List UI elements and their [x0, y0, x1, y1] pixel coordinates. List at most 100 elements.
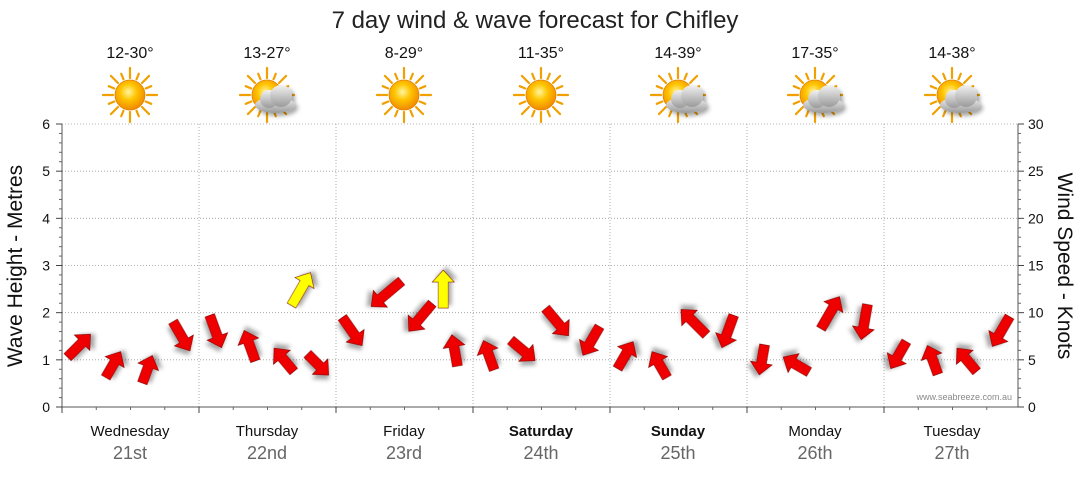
wind-arrow-shape [782, 353, 812, 377]
wind-arrow-shape [237, 330, 261, 364]
temperature-range-label: 13-27° [243, 45, 290, 62]
sun-ray [820, 72, 825, 81]
sun-ray [962, 74, 973, 85]
sun-ray [272, 72, 277, 81]
wind-arrow [920, 345, 943, 377]
wind-arrow-shape [680, 309, 711, 339]
sun-ray [657, 74, 668, 85]
sun-ray [381, 85, 390, 90]
wind-arrow-shape [851, 303, 875, 341]
watermark: www.seabreeze.com.au [915, 392, 1012, 402]
temperature-range-label: 14-39° [654, 45, 701, 62]
left-axis-label: Wave Height - Metres [4, 165, 27, 367]
sun-ray [942, 109, 947, 118]
partly-cloudy-icon [923, 66, 981, 124]
sun-ray [520, 105, 531, 116]
sun-rays [101, 66, 159, 124]
sun-ray [825, 74, 836, 85]
sun-ray [546, 109, 551, 118]
sun-ray [394, 109, 399, 118]
sun-ray [120, 72, 125, 81]
sun-ray [942, 72, 947, 81]
wind-arrow [204, 313, 229, 349]
sun-ray [794, 74, 805, 85]
sun-ray [794, 105, 805, 116]
wind-arrow-shape [407, 299, 437, 332]
left-tick-label: 3 [42, 258, 50, 274]
day-name-label: Thursday [236, 423, 299, 440]
wind-arrow-shape [337, 314, 365, 346]
sun-ray [257, 109, 262, 118]
sun-ray [518, 85, 527, 90]
gridlines [62, 123, 1018, 407]
wind-arrow [648, 351, 672, 381]
day-labels: Wednesday 21st Thursday 22nd Friday 23rd Satur… [91, 423, 981, 463]
sun-ray [383, 105, 394, 116]
wind-arrow [680, 309, 711, 339]
wind-arrow [578, 323, 605, 356]
day-date-label: 27th [934, 443, 969, 463]
left-tick-label: 4 [42, 210, 50, 226]
sun-ray [107, 100, 116, 105]
temperature-range-label: 17-35° [791, 45, 838, 62]
day-date-label: 25th [660, 443, 695, 463]
sun-disc [388, 79, 420, 111]
sun-ray [140, 74, 151, 85]
sun-ray [688, 74, 699, 85]
sunny-icon [101, 66, 159, 124]
right-tick-label: 30 [1028, 116, 1044, 132]
chart-title: 7 day wind & wave forecast for Chifley [332, 7, 739, 34]
sun-ray [805, 109, 810, 118]
sun-ray [144, 100, 153, 105]
wind-arrow-shape [988, 313, 1015, 347]
wind-arrow-shape [715, 313, 739, 349]
cloud-puff [681, 85, 703, 107]
cloud-puff [270, 85, 292, 107]
wind-arrow-shape [101, 351, 125, 381]
wind-arrow [407, 299, 437, 332]
wind-arrow [273, 347, 298, 376]
cloud [255, 85, 295, 113]
wind-arrow [370, 276, 406, 308]
day-name-label: Saturday [509, 423, 574, 440]
wind-arrow-shape [749, 343, 773, 376]
sun-ray [414, 105, 425, 116]
wind-arrow-shape [63, 333, 91, 362]
sun-ray [518, 100, 527, 105]
sun-ray [107, 85, 116, 90]
wind-arrow-shape [370, 276, 406, 308]
right-axis-label: Wind Speed - Knots [1053, 173, 1076, 360]
wind-arrow [886, 338, 912, 369]
left-tick-label: 6 [42, 116, 50, 132]
cloud [666, 85, 706, 113]
wind-arrows [63, 269, 1015, 386]
sun-ray [244, 85, 253, 90]
sun-ray [244, 100, 253, 105]
sun-ray [277, 74, 288, 85]
cloud [803, 85, 843, 113]
sun-ray [246, 74, 257, 85]
weather-icons [101, 66, 981, 124]
left-tick-label: 1 [42, 352, 50, 368]
sun-ray [931, 105, 942, 116]
wind-arrow-shape [476, 340, 500, 372]
sun-ray [246, 105, 257, 116]
sun-ray [531, 72, 536, 81]
sun-ray [109, 74, 120, 85]
sun-rays [512, 66, 570, 124]
wind-arrow-shape [612, 341, 638, 372]
left-tick-label: 5 [42, 163, 50, 179]
sun-ray [957, 72, 962, 81]
sun-ray [551, 105, 562, 116]
sun-ray [414, 74, 425, 85]
right-tick-label: 0 [1028, 399, 1036, 415]
partly-cloudy-icon [786, 66, 844, 124]
sun-ray [546, 72, 551, 81]
day-name-label: Wednesday [91, 423, 170, 440]
sun-ray [418, 85, 427, 90]
wind-arrow [715, 313, 739, 349]
wind-arrow [303, 350, 329, 376]
day-date-label: 23rd [386, 443, 422, 463]
wind-arrow [541, 304, 570, 337]
wind-arrow [168, 318, 194, 352]
